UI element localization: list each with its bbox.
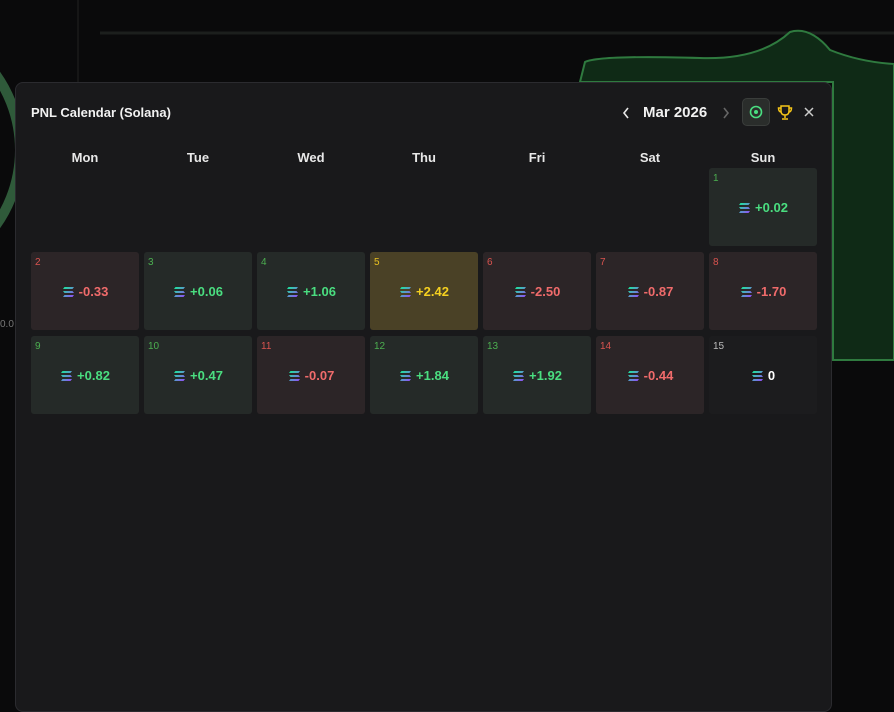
month-label: Mar 2026 [643,104,708,121]
day-cell: 15 0 [709,336,817,414]
day-cell: 11 -0.07 [257,336,365,414]
day-cell: 4 +1.06 [257,252,365,330]
day-pnl: -2.50 [483,284,591,299]
background-label: 0.0 [0,319,14,330]
day-cell: 10 +0.47 [144,336,252,414]
day-number: 8 [713,257,719,268]
day-number: 2 [35,257,41,268]
day-number: 13 [487,341,499,352]
day-pnl: 0 [709,368,817,383]
solana-icon [400,370,412,381]
day-number: 3 [148,257,154,268]
day-cell: 5 +2.42 [370,252,478,330]
background-area [578,29,894,361]
pnl-value: +0.47 [190,368,223,383]
share-icon [749,105,763,119]
day-pnl: -0.44 [596,368,704,383]
pnl-value: +1.92 [529,368,562,383]
day-cell: 9 +0.82 [31,336,139,414]
day-number: 12 [374,341,386,352]
day-pnl: -0.33 [31,284,139,299]
pnl-value: -0.07 [304,368,335,383]
day-pnl: +0.82 [31,368,139,383]
solana-icon [174,286,186,297]
prev-month[interactable] [621,106,631,120]
day-pnl: -1.70 [709,284,817,299]
day-number: 5 [374,257,380,268]
day-cell: 8 -1.70 [709,252,817,330]
close-button[interactable] [803,106,815,118]
day-cell: 1 +0.02 [709,168,817,246]
weekday-label: Tue [186,150,210,165]
day-number: 7 [600,257,606,268]
day-pnl: +0.47 [144,368,252,383]
pnl-value: +2.42 [416,284,449,299]
pnl-value: +0.06 [190,284,223,299]
day-pnl: -0.87 [596,284,704,299]
day-number: 10 [148,341,160,352]
day-cell: 3 +0.06 [144,252,252,330]
pnl-value: +0.02 [755,200,788,215]
pnl-value: +1.84 [416,368,449,383]
day-pnl: +1.06 [257,284,365,299]
pnl-value: +0.82 [77,368,110,383]
day-number: 9 [35,341,41,352]
day-number: 1 [713,173,719,184]
day-cell: 12 +1.84 [370,336,478,414]
trophy-button[interactable] [777,104,793,122]
weekday-label: Sat [639,150,661,165]
weekday-label: Thu [412,150,436,165]
share-button[interactable] [742,98,770,126]
day-cell: 7 -0.87 [596,252,704,330]
day-number: 14 [600,341,612,352]
pnl-value: +1.06 [303,284,336,299]
day-cell: 14 -0.44 [596,336,704,414]
solana-icon [400,286,412,297]
solana-icon [627,370,639,381]
modal-title: PNL Calendar (Solana) [31,105,171,120]
pnl-value: -0.33 [78,284,109,299]
day-pnl: +1.84 [370,368,478,383]
pnl-value: 0 [767,368,776,383]
pnl-value: -2.50 [530,284,561,299]
weekday-label: Mon [71,150,99,165]
day-number: 4 [261,257,267,268]
pnl-value: -1.70 [756,284,787,299]
solana-icon [740,286,752,297]
day-cell: 2 -0.33 [31,252,139,330]
solana-icon [513,370,525,381]
weekday-label: Sun [750,150,776,165]
calendar-modal: PNL Calendar (Solana) Mar 2026 Mon Tue Wed… [15,82,832,712]
solana-icon [287,286,299,297]
solana-icon [288,370,300,381]
day-pnl: +1.92 [483,368,591,383]
solana-icon [627,286,639,297]
weekday-label: Fri [528,150,546,165]
pnl-value: -0.87 [643,284,674,299]
day-cell: 6 -2.50 [483,252,591,330]
day-number: 11 [261,341,272,352]
next-month[interactable] [721,106,731,120]
day-pnl: +0.02 [709,200,817,215]
solana-icon [751,370,763,381]
solana-icon [62,286,74,297]
weekday-label: Wed [297,150,325,165]
day-number: 6 [487,257,493,268]
solana-icon [739,202,751,213]
solana-icon [61,370,73,381]
solana-icon [514,286,526,297]
solana-icon [174,370,186,381]
day-number: 15 [713,341,725,352]
day-cell: 13 +1.92 [483,336,591,414]
day-pnl: +2.42 [370,284,478,299]
day-pnl: +0.06 [144,284,252,299]
day-pnl: -0.07 [257,368,365,383]
pnl-value: -0.44 [643,368,674,383]
